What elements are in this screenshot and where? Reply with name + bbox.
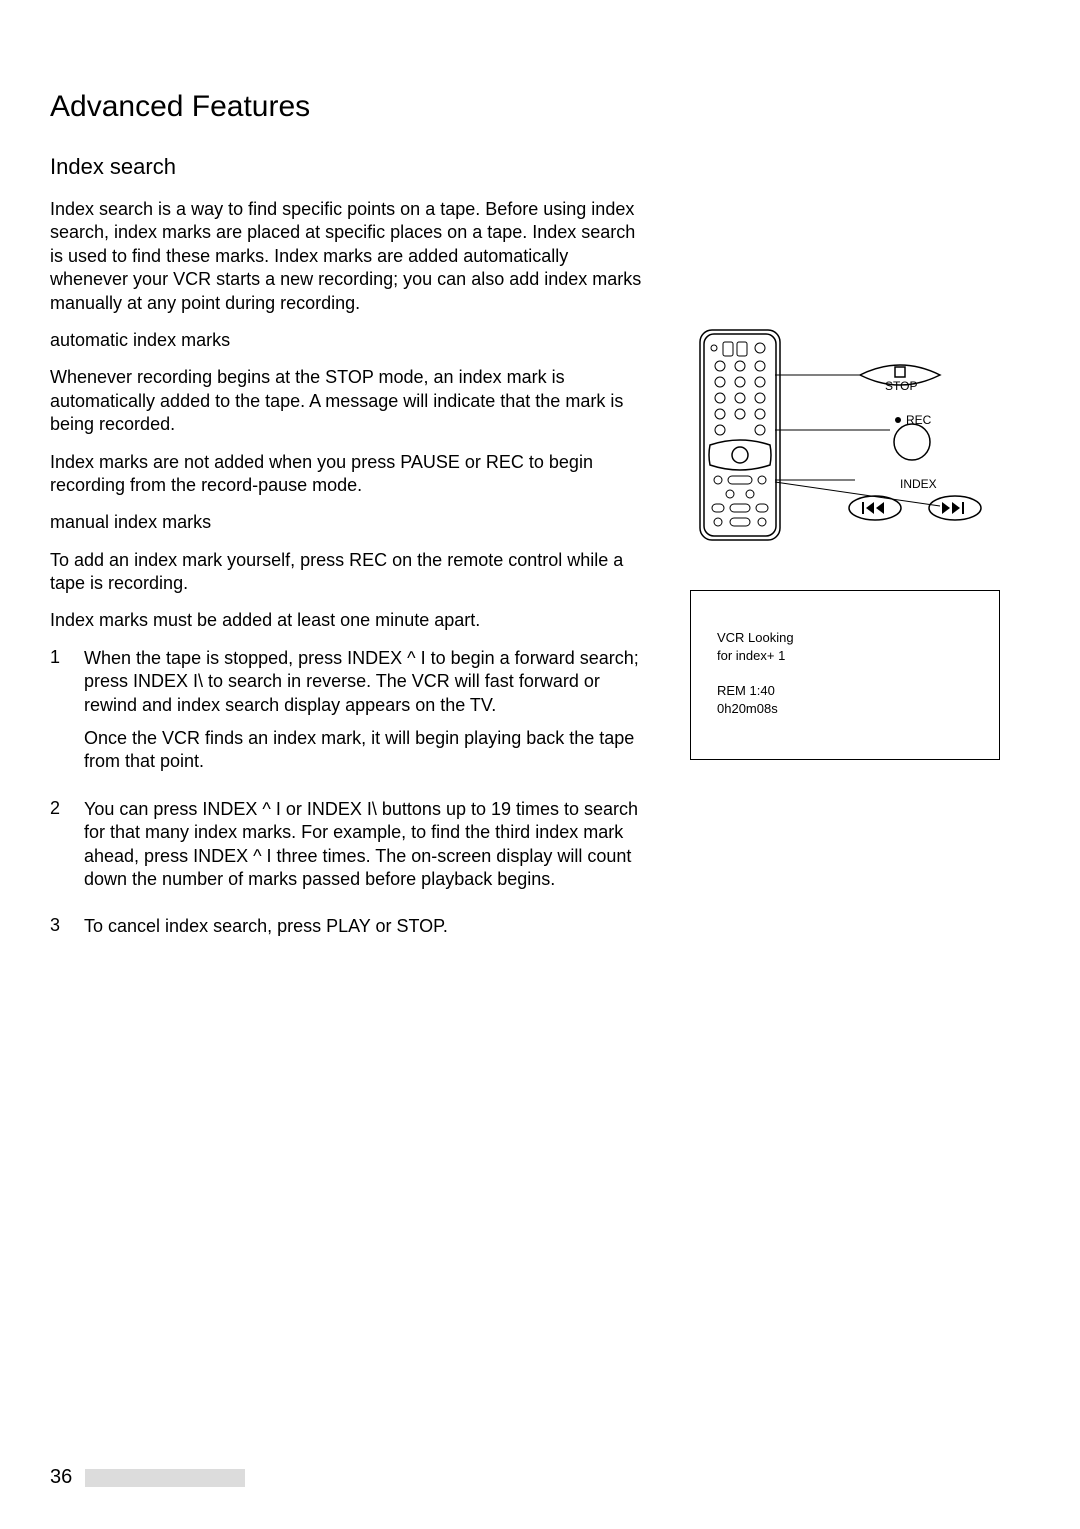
manual-paragraph-1: To add an index mark yourself, press REC… — [50, 549, 650, 596]
step-2: 2 You can press INDEX ^ I or INDEX I\ bu… — [50, 798, 650, 902]
step-text: To cancel index search, press PLAY or ST… — [84, 915, 650, 938]
index-label: INDEX — [900, 477, 937, 491]
step-number: 3 — [50, 915, 84, 948]
step-number: 2 — [50, 798, 84, 902]
rec-button-icon — [894, 424, 930, 460]
rec-label: REC — [906, 413, 932, 427]
osd-line: for index+ 1 — [717, 647, 999, 665]
step-1: 1 When the tape is stopped, press INDEX … — [50, 647, 650, 784]
osd-line: VCR Looking — [717, 629, 999, 647]
subheading-automatic: automatic index marks — [50, 329, 650, 352]
skip-back-icon — [862, 502, 884, 514]
step-text: You can press INDEX ^ I or INDEX I\ butt… — [84, 798, 650, 892]
intro-paragraph: Index search is a way to find specific p… — [50, 198, 650, 315]
osd-display: VCR Looking for index+ 1 REM 1:40 0h20m0… — [690, 590, 1000, 760]
remote-diagram: STOP REC INDEX — [690, 320, 1020, 560]
auto-paragraph-1: Whenever recording begins at the STOP mo… — [50, 366, 650, 436]
page-number-bar — [85, 1469, 245, 1487]
stop-label: STOP — [885, 379, 917, 393]
subheading-manual: manual index marks — [50, 511, 650, 534]
page-number: 36 — [50, 1466, 72, 1489]
manual-paragraph-2: Index marks must be added at least one m… — [50, 609, 650, 632]
step-text: Once the VCR finds an index mark, it wil… — [84, 727, 650, 774]
auto-paragraph-2: Index marks are not added when you press… — [50, 451, 650, 498]
section-heading: Index search — [50, 154, 650, 180]
step-text: When the tape is stopped, press INDEX ^ … — [84, 647, 650, 717]
step-3: 3 To cancel index search, press PLAY or … — [50, 915, 650, 948]
osd-line: 0h20m08s — [717, 700, 999, 718]
skip-forward-icon — [942, 502, 964, 514]
page-title: Advanced Features — [50, 90, 650, 124]
rec-dot-icon — [895, 417, 901, 423]
steps-list: 1 When the tape is stopped, press INDEX … — [50, 647, 650, 949]
osd-line: REM 1:40 — [717, 682, 999, 700]
step-number: 1 — [50, 647, 84, 784]
